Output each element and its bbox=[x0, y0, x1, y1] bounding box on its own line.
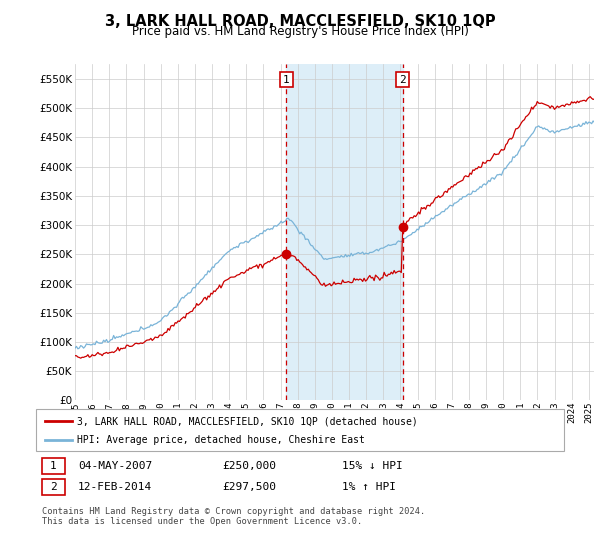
Text: 2: 2 bbox=[50, 482, 57, 492]
Text: 12-FEB-2014: 12-FEB-2014 bbox=[78, 482, 152, 492]
Bar bbox=[286, 64, 403, 400]
Text: 1: 1 bbox=[283, 74, 290, 85]
Text: 3, LARK HALL ROAD, MACCLESFIELD, SK10 1QP (detached house): 3, LARK HALL ROAD, MACCLESFIELD, SK10 1Q… bbox=[77, 416, 418, 426]
Text: Price paid vs. HM Land Registry's House Price Index (HPI): Price paid vs. HM Land Registry's House … bbox=[131, 25, 469, 38]
Text: 2: 2 bbox=[399, 74, 406, 85]
Text: 1: 1 bbox=[50, 461, 57, 471]
Text: 3, LARK HALL ROAD, MACCLESFIELD, SK10 1QP: 3, LARK HALL ROAD, MACCLESFIELD, SK10 1Q… bbox=[104, 14, 496, 29]
Text: HPI: Average price, detached house, Cheshire East: HPI: Average price, detached house, Ches… bbox=[77, 435, 365, 445]
Text: £250,000: £250,000 bbox=[222, 461, 276, 471]
Text: 04-MAY-2007: 04-MAY-2007 bbox=[78, 461, 152, 471]
Text: 1% ↑ HPI: 1% ↑ HPI bbox=[342, 482, 396, 492]
Text: £297,500: £297,500 bbox=[222, 482, 276, 492]
Text: Contains HM Land Registry data © Crown copyright and database right 2024.
This d: Contains HM Land Registry data © Crown c… bbox=[42, 507, 425, 526]
Text: 15% ↓ HPI: 15% ↓ HPI bbox=[342, 461, 403, 471]
